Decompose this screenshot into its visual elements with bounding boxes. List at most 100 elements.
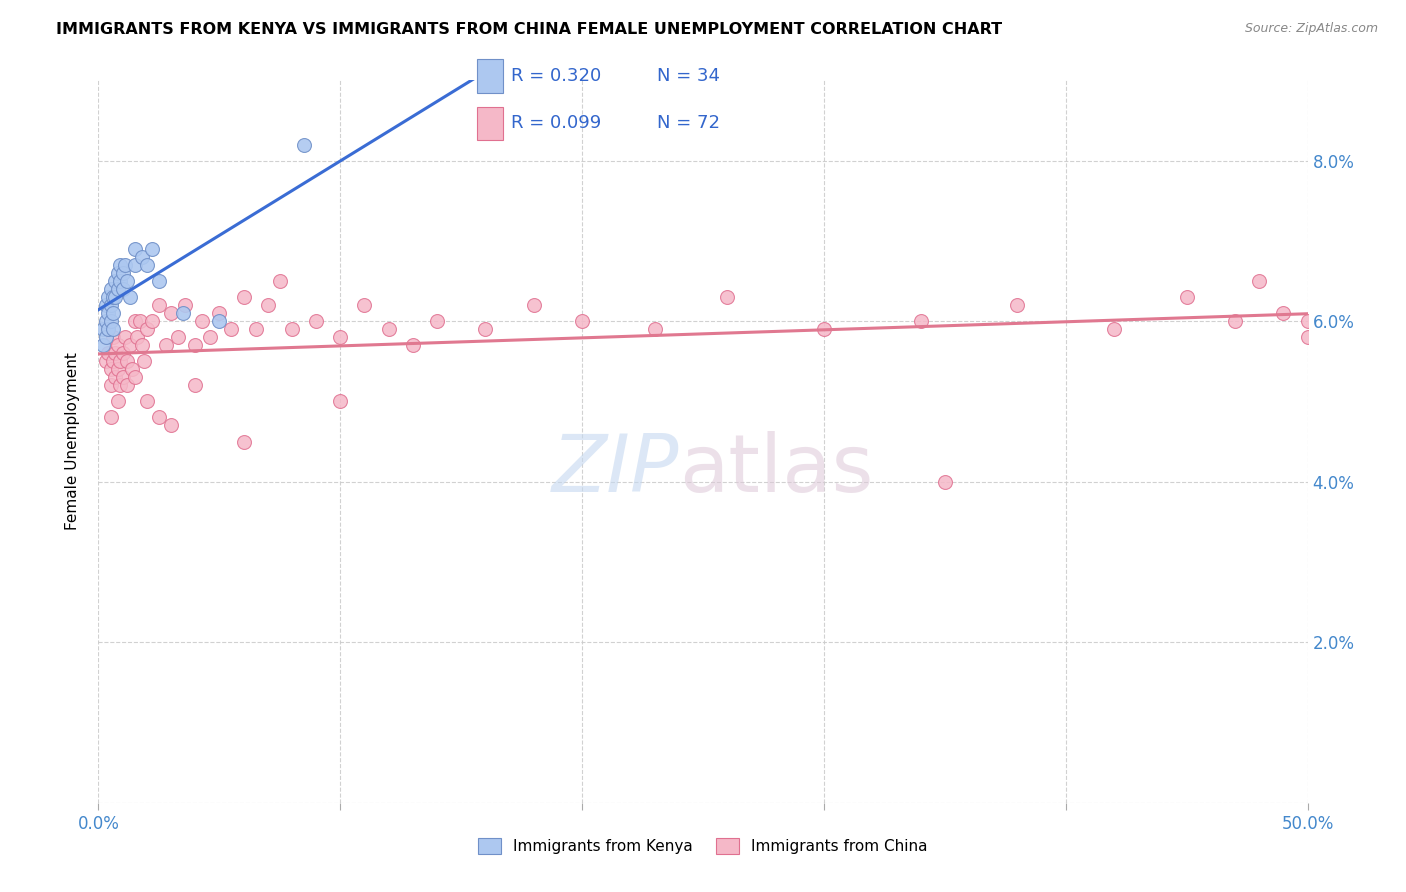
Point — [100, 314, 122, 328]
Text: atlas: atlas — [679, 432, 873, 509]
Point — [402, 338, 425, 352]
Point — [100, 378, 122, 392]
Y-axis label: Female Unemployment: Female Unemployment — [65, 352, 80, 531]
Point — [111, 282, 134, 296]
Bar — [477, 60, 503, 93]
Point — [114, 258, 136, 272]
Point — [148, 298, 170, 312]
Point — [184, 378, 207, 392]
Point — [124, 314, 146, 328]
Point — [269, 274, 291, 288]
Point — [104, 274, 127, 288]
Point — [1102, 322, 1125, 336]
Point — [117, 354, 139, 368]
Point — [118, 338, 141, 352]
Point — [910, 314, 932, 328]
Point — [118, 290, 141, 304]
Legend: Immigrants from Kenya, Immigrants from China: Immigrants from Kenya, Immigrants from C… — [472, 832, 934, 860]
Point — [121, 362, 143, 376]
Point — [101, 306, 124, 320]
Point — [108, 274, 131, 288]
Point — [107, 394, 129, 409]
Point — [91, 338, 114, 352]
Point — [107, 338, 129, 352]
Point — [127, 330, 149, 344]
Point — [97, 322, 120, 336]
Point — [644, 322, 666, 336]
Point — [208, 314, 231, 328]
Point — [813, 322, 835, 336]
Point — [292, 137, 315, 152]
Point — [160, 306, 183, 320]
Point — [124, 370, 146, 384]
Point — [97, 306, 120, 320]
Point — [198, 330, 221, 344]
Point — [111, 370, 134, 384]
Point — [131, 250, 153, 264]
Point — [1223, 314, 1246, 328]
Point — [97, 290, 120, 304]
Point — [191, 314, 214, 328]
Point — [94, 354, 117, 368]
Point — [1175, 290, 1198, 304]
Point — [101, 354, 124, 368]
Point — [716, 290, 738, 304]
Point — [1272, 306, 1295, 320]
Point — [124, 242, 146, 256]
Point — [329, 394, 352, 409]
Text: N = 34: N = 34 — [657, 67, 720, 85]
Point — [111, 266, 134, 280]
Point — [232, 290, 254, 304]
Point — [141, 242, 163, 256]
Point — [135, 258, 157, 272]
Point — [108, 378, 131, 392]
Point — [101, 290, 124, 304]
Point — [148, 274, 170, 288]
Point — [108, 258, 131, 272]
Text: R = 0.320: R = 0.320 — [512, 67, 602, 85]
Point — [108, 354, 131, 368]
Point — [523, 298, 546, 312]
Point — [111, 346, 134, 360]
Point — [117, 274, 139, 288]
Point — [100, 282, 122, 296]
Point — [172, 306, 194, 320]
Point — [1249, 274, 1271, 288]
Point — [135, 322, 157, 336]
Point — [167, 330, 190, 344]
Point — [134, 354, 156, 368]
Point — [1007, 298, 1029, 312]
Point — [232, 434, 254, 449]
Point — [131, 338, 153, 352]
Bar — [477, 107, 503, 140]
Text: ZIP: ZIP — [551, 432, 679, 509]
Point — [100, 410, 122, 425]
Point — [107, 282, 129, 296]
Point — [104, 346, 127, 360]
Point — [100, 298, 122, 312]
Point — [97, 346, 120, 360]
Point — [934, 475, 956, 489]
Point — [174, 298, 197, 312]
Point — [101, 322, 124, 336]
Point — [474, 322, 496, 336]
Point — [148, 410, 170, 425]
Point — [91, 322, 114, 336]
Point — [160, 418, 183, 433]
Point — [101, 330, 124, 344]
Point — [256, 298, 278, 312]
Text: N = 72: N = 72 — [657, 114, 720, 132]
Point — [281, 322, 304, 336]
Point — [104, 290, 127, 304]
Point — [117, 378, 139, 392]
Point — [94, 314, 117, 328]
Point — [184, 338, 207, 352]
Point — [353, 298, 375, 312]
Point — [141, 314, 163, 328]
Point — [94, 330, 117, 344]
Point — [155, 338, 177, 352]
Point — [100, 362, 122, 376]
Point — [135, 394, 157, 409]
Point — [1296, 330, 1319, 344]
Point — [571, 314, 593, 328]
